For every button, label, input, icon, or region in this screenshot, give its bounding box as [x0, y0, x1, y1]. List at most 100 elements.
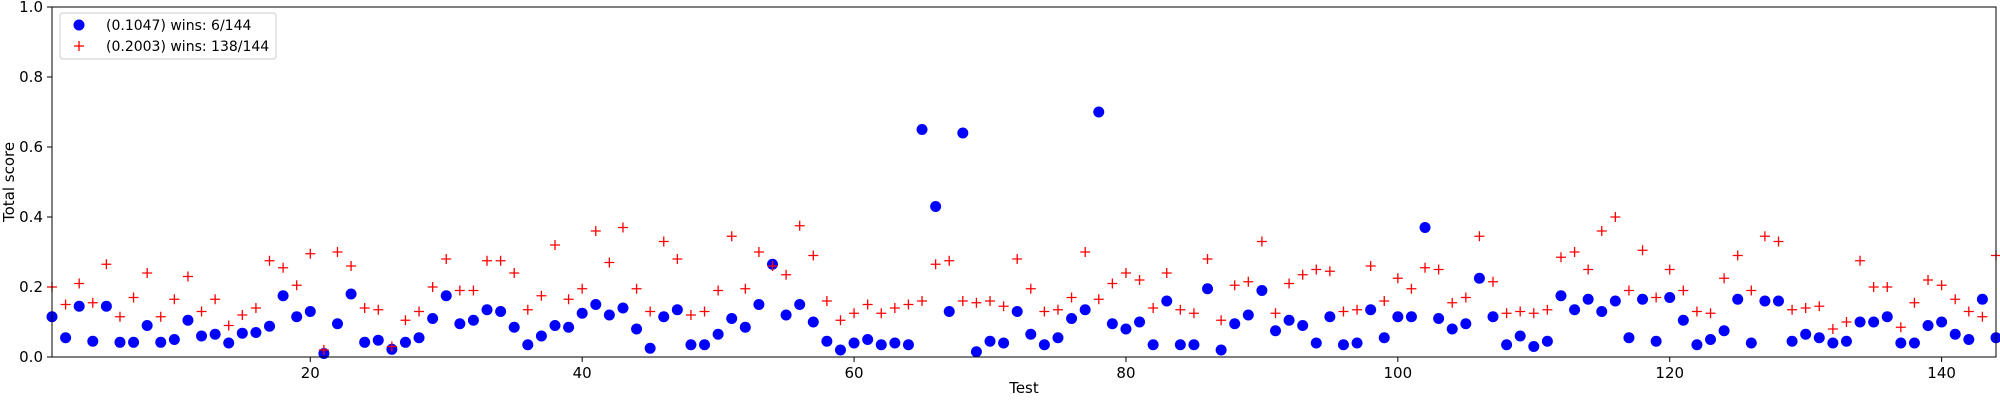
- data-point-circle: [1324, 311, 1336, 323]
- data-point-plus: [1066, 292, 1077, 303]
- y-tick-label: 0.4: [19, 208, 43, 226]
- data-point-circle: [1473, 272, 1485, 284]
- data-point-circle: [304, 306, 316, 317]
- data-point-circle: [1134, 316, 1146, 328]
- data-point-plus: [1651, 292, 1662, 303]
- data-point-circle: [1813, 332, 1825, 344]
- data-point-plus: [1977, 311, 1988, 322]
- data-point-circle: [223, 337, 235, 349]
- data-point-circle: [1433, 313, 1445, 324]
- data-point-plus: [549, 240, 560, 250]
- data-point-circle: [970, 346, 982, 358]
- data-point-plus: [1338, 306, 1349, 317]
- data-point-plus: [1923, 275, 1934, 285]
- data-point-plus: [781, 269, 792, 280]
- data-point-circle: [1541, 335, 1553, 347]
- x-tick-label: 120: [1655, 364, 1684, 382]
- data-point-circle: [114, 336, 126, 348]
- data-point-plus: [808, 250, 819, 261]
- data-point-circle: [1011, 306, 1023, 317]
- data-point-circle: [1718, 325, 1730, 337]
- data-point-circle: [834, 344, 846, 356]
- data-point-circle: [1460, 318, 1472, 330]
- data-point-plus: [1664, 264, 1675, 275]
- data-point-circle: [902, 339, 914, 351]
- data-point-circle: [1365, 304, 1377, 316]
- data-point-plus: [1080, 247, 1091, 257]
- data-point-circle: [100, 300, 112, 312]
- data-point-circle: [128, 336, 140, 348]
- data-point-circle: [1664, 292, 1676, 303]
- data-point-circle: [60, 332, 72, 344]
- data-point-circle: [1582, 293, 1594, 305]
- data-point-plus: [386, 341, 397, 352]
- data-point-plus: [1134, 275, 1145, 285]
- data-point-plus: [1324, 266, 1335, 277]
- data-point-plus: [821, 296, 832, 306]
- data-point-circle: [807, 316, 819, 328]
- data-point-plus: [1148, 303, 1159, 313]
- data-point-circle: [1256, 285, 1268, 296]
- data-point-plus: [998, 301, 1009, 312]
- data-point-circle: [1202, 283, 1214, 295]
- data-point-plus: [210, 294, 221, 305]
- data-point-plus: [359, 303, 370, 313]
- data-point-plus: [1433, 264, 1444, 275]
- data-point-circle: [1079, 304, 1091, 316]
- data-point-circle: [603, 309, 615, 321]
- data-point-plus: [223, 320, 234, 331]
- data-point-circle: [73, 300, 85, 312]
- data-point-circle: [1188, 339, 1200, 351]
- data-point-circle: [427, 313, 439, 324]
- data-point-plus: [264, 255, 275, 266]
- data-point-circle: [631, 323, 643, 335]
- data-point-circle: [753, 299, 765, 310]
- data-point-plus: [726, 231, 737, 242]
- data-point-circle: [563, 321, 575, 333]
- data-point-plus: [1814, 301, 1825, 312]
- data-point-plus: [454, 285, 465, 296]
- data-point-circle: [1908, 337, 1920, 349]
- data-point-circle: [617, 302, 629, 314]
- data-point-circle: [87, 335, 99, 347]
- data-point-circle: [495, 306, 507, 317]
- data-point-plus: [1256, 236, 1267, 247]
- plot-background: [52, 7, 1996, 357]
- data-point-plus: [427, 282, 438, 292]
- data-point-plus: [794, 220, 805, 231]
- data-point-plus: [1623, 285, 1634, 296]
- data-point-circle: [291, 311, 303, 323]
- data-point-circle: [1025, 328, 1037, 340]
- data-point-circle: [875, 339, 887, 351]
- data-point-circle: [372, 334, 384, 346]
- data-point-circle: [277, 290, 289, 302]
- data-point-circle: [522, 339, 534, 351]
- data-point-plus: [1963, 306, 1974, 317]
- y-tick-label: 0.0: [19, 348, 43, 366]
- data-point-plus: [577, 283, 588, 294]
- data-point-circle: [1705, 334, 1717, 345]
- data-point-plus: [1243, 276, 1254, 287]
- data-point-circle: [780, 309, 792, 321]
- data-point-plus: [985, 296, 996, 306]
- data-point-plus: [509, 268, 520, 278]
- data-point-plus: [482, 255, 493, 266]
- data-point-circle: [250, 327, 262, 338]
- data-point-circle: [1637, 293, 1649, 305]
- y-tick-label: 0.8: [19, 68, 43, 86]
- data-point-plus: [617, 222, 628, 233]
- data-point-plus: [1895, 322, 1906, 333]
- data-point-circle: [359, 336, 371, 348]
- data-point-plus: [563, 294, 574, 305]
- legend-box: [59, 12, 277, 60]
- data-point-circle: [1569, 304, 1581, 316]
- data-point-circle: [1745, 337, 1757, 349]
- data-point-plus: [1773, 236, 1784, 247]
- data-point-plus: [1719, 273, 1730, 284]
- y-tick-label: 0.2: [19, 278, 43, 296]
- data-point-circle: [1269, 325, 1281, 337]
- data-point-plus: [889, 303, 900, 313]
- data-point-plus: [1420, 262, 1431, 273]
- data-point-plus: [278, 262, 289, 273]
- data-point-plus: [1678, 285, 1689, 296]
